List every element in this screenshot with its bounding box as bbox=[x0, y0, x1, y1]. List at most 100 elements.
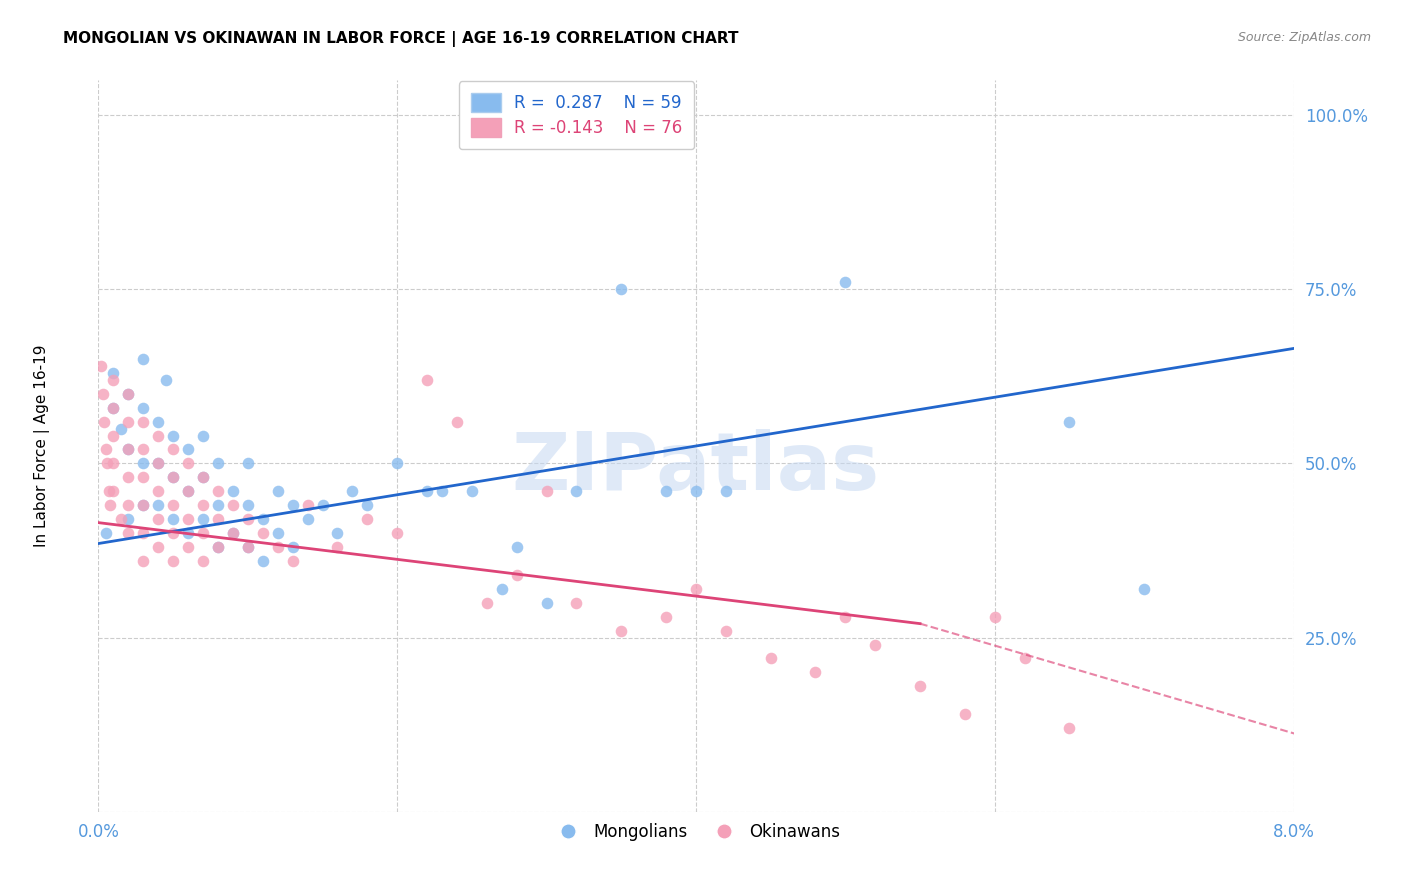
Point bbox=[267, 526, 290, 541]
Point bbox=[90, 359, 112, 373]
Point bbox=[236, 540, 259, 554]
Point bbox=[714, 624, 737, 638]
Point bbox=[103, 428, 125, 442]
Point bbox=[655, 609, 678, 624]
Point bbox=[610, 624, 633, 638]
Point bbox=[207, 540, 229, 554]
Point bbox=[297, 498, 319, 512]
Point bbox=[162, 526, 184, 541]
Text: In Labor Force | Age 16-19: In Labor Force | Age 16-19 bbox=[34, 344, 51, 548]
Point bbox=[132, 415, 155, 429]
Point bbox=[908, 679, 931, 693]
Point bbox=[191, 526, 214, 541]
Point bbox=[117, 442, 139, 457]
Point bbox=[385, 457, 409, 471]
Point bbox=[506, 540, 529, 554]
Point bbox=[1014, 651, 1036, 665]
Point bbox=[117, 470, 139, 484]
Point bbox=[252, 554, 274, 568]
Point bbox=[117, 498, 139, 512]
Point bbox=[267, 484, 290, 499]
Point bbox=[430, 484, 453, 499]
Point bbox=[385, 526, 409, 541]
Point bbox=[984, 609, 1007, 624]
Point bbox=[281, 498, 304, 512]
Point bbox=[804, 665, 827, 680]
Point bbox=[148, 498, 170, 512]
Point bbox=[96, 457, 118, 471]
Point bbox=[191, 470, 214, 484]
Point bbox=[565, 484, 588, 499]
Point bbox=[714, 484, 737, 499]
Point bbox=[177, 526, 200, 541]
Point bbox=[117, 442, 139, 457]
Point bbox=[132, 498, 155, 512]
Point bbox=[461, 484, 484, 499]
Point bbox=[356, 498, 378, 512]
Point bbox=[1133, 582, 1156, 596]
Point bbox=[685, 484, 707, 499]
Point bbox=[162, 554, 184, 568]
Point bbox=[342, 484, 364, 499]
Point bbox=[103, 457, 125, 471]
Point bbox=[162, 512, 184, 526]
Text: ZIPatlas: ZIPatlas bbox=[512, 429, 880, 507]
Point bbox=[177, 484, 200, 499]
Point bbox=[177, 442, 200, 457]
Point bbox=[132, 526, 155, 541]
Point bbox=[162, 442, 184, 457]
Point bbox=[953, 707, 976, 722]
Point bbox=[103, 401, 125, 415]
Point bbox=[132, 442, 155, 457]
Point bbox=[191, 428, 214, 442]
Point bbox=[865, 638, 887, 652]
Point bbox=[834, 275, 856, 289]
Point bbox=[148, 484, 170, 499]
Point bbox=[117, 512, 139, 526]
Point bbox=[267, 540, 290, 554]
Point bbox=[311, 498, 333, 512]
Point bbox=[1059, 721, 1081, 735]
Point bbox=[416, 373, 439, 387]
Point bbox=[191, 470, 214, 484]
Point bbox=[222, 526, 245, 541]
Point bbox=[94, 526, 117, 541]
Point bbox=[177, 540, 200, 554]
Point bbox=[252, 512, 274, 526]
Text: Source: ZipAtlas.com: Source: ZipAtlas.com bbox=[1237, 31, 1371, 45]
Point bbox=[148, 428, 170, 442]
Point bbox=[162, 428, 184, 442]
Point bbox=[117, 415, 139, 429]
Point bbox=[103, 366, 125, 380]
Point bbox=[103, 373, 125, 387]
Point bbox=[297, 512, 319, 526]
Point bbox=[132, 554, 155, 568]
Point bbox=[446, 415, 468, 429]
Point bbox=[536, 484, 558, 499]
Point bbox=[491, 582, 513, 596]
Point bbox=[91, 386, 114, 401]
Point bbox=[162, 470, 184, 484]
Point bbox=[655, 484, 678, 499]
Point bbox=[326, 526, 349, 541]
Point bbox=[685, 582, 707, 596]
Point bbox=[191, 554, 214, 568]
Point bbox=[117, 526, 139, 541]
Point bbox=[148, 415, 170, 429]
Point bbox=[236, 540, 259, 554]
Point bbox=[132, 401, 155, 415]
Point bbox=[207, 540, 229, 554]
Point bbox=[132, 351, 155, 366]
Point bbox=[117, 386, 139, 401]
Point bbox=[191, 512, 214, 526]
Point bbox=[759, 651, 782, 665]
Point bbox=[207, 457, 229, 471]
Point bbox=[103, 401, 125, 415]
Point bbox=[177, 484, 200, 499]
Point bbox=[536, 596, 558, 610]
Point bbox=[148, 512, 170, 526]
Text: MONGOLIAN VS OKINAWAN IN LABOR FORCE | AGE 16-19 CORRELATION CHART: MONGOLIAN VS OKINAWAN IN LABOR FORCE | A… bbox=[63, 31, 738, 47]
Point bbox=[281, 540, 304, 554]
Point bbox=[110, 421, 132, 435]
Point bbox=[236, 457, 259, 471]
